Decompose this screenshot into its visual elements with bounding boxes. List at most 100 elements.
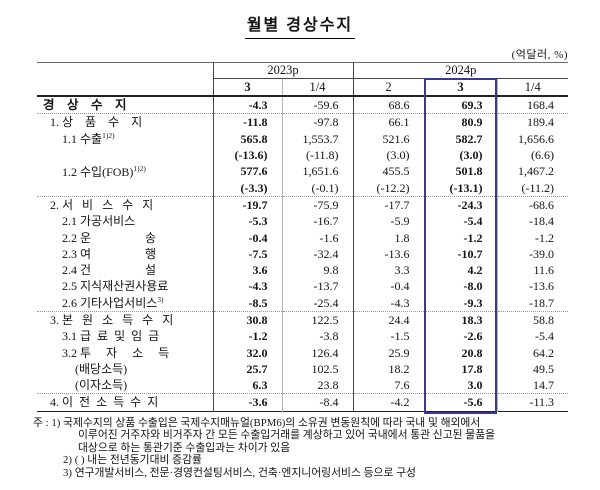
cell-value: 521.6	[352, 130, 424, 147]
footnote-line: 3) 연구개발서비스, 전문·경영컨설팅서비스, 건축·엔지니어링서비스 등으로…	[63, 466, 416, 479]
footnote-marker: 1)2)	[102, 131, 115, 141]
table-row: 1. 상 품 수 지 -11.8 -97.8 66.1 80.9 189.4	[37, 113, 569, 131]
cell-value: 23.8	[281, 377, 353, 394]
cell-value: -5.4	[423, 213, 497, 230]
table-row: 경 상 수 지 -4.3 -59.6 68.6 69.3 168.4	[37, 96, 569, 114]
cell-value: -11.3	[496, 393, 569, 412]
col-header-2024-q: 1/4	[496, 78, 569, 97]
cell-value: 18.2	[352, 360, 424, 378]
cell-value: 565.8	[212, 130, 282, 147]
page-title-wrap: 월별 경상수지	[0, 11, 600, 39]
footnote-line: 주 : 1) 국제수지의 상품 수출입은 국제수지매뉴얼(BPM6)의 소유권 …	[33, 417, 481, 429]
cell-value: 3.6	[212, 261, 282, 279]
cell-value: 1,656.6	[496, 130, 569, 147]
row-label-text: 2. 서 비 스 수 지	[50, 197, 154, 212]
col-header-2023-3: 3	[212, 78, 282, 97]
cell-value: (-0.1)	[281, 179, 353, 197]
cell-value: -5.9	[352, 213, 424, 230]
row-label: 1.2 수입(FOB)1)2)	[37, 163, 213, 179]
cell-value: -4.3	[212, 278, 282, 295]
row-label: 2.1 가공서비스	[37, 213, 213, 229]
cell-value: -9.3	[423, 294, 497, 312]
footnote-line: 대상으로 하는 통관기준 수출입과는 차이가 있음	[78, 441, 291, 454]
cell-value: 168.4	[496, 96, 569, 114]
cell-value: -68.6	[496, 195, 569, 214]
cell-value: 25.7	[212, 360, 282, 378]
cell-value: 1,467.2	[496, 163, 569, 180]
cell-value: 9.8	[281, 261, 353, 279]
cell-value: 6.3	[212, 377, 282, 394]
cell-value: 1.8	[352, 229, 424, 246]
cell-value: -3.6	[212, 393, 282, 412]
row-label-text: 2.5 지식재산권사용료	[62, 279, 169, 294]
table-row: 2.1 가공서비스 -5.3 -16.7 -5.9 -5.4 -18.4	[37, 213, 569, 230]
cell-value: -4.3	[352, 294, 424, 312]
cell-value: -0.4	[352, 278, 424, 295]
cell-value: -97.8	[281, 113, 353, 131]
cell-value: 126.4	[281, 344, 353, 361]
cell-value: -18.4	[496, 213, 569, 230]
cell-value: -1.2	[496, 229, 569, 246]
cell-value: -10.7	[423, 245, 497, 262]
cell-value: -16.7	[281, 213, 353, 230]
row-label-text: 2.1 가공서비스	[62, 214, 136, 229]
row-label: 2.5 지식재산권사용료	[37, 278, 213, 294]
row-label: 2.3 여 행	[37, 246, 213, 262]
label-column-spacer	[37, 78, 213, 97]
cell-value: -8.0	[423, 278, 497, 295]
row-label: 2. 서 비 스 수 지	[37, 195, 213, 214]
cell-value: -18.7	[496, 294, 569, 312]
row-label: 3.2 투 자 소 득	[37, 344, 213, 360]
table-body: 경 상 수 지 -4.3 -59.6 68.6 69.3 168.4 1. 상 품 수 지 -…	[37, 96, 569, 412]
cell-value: 189.4	[496, 113, 569, 131]
row-label	[37, 147, 213, 163]
cell-value: -4.2	[352, 393, 424, 412]
row-label: (이자소득)	[37, 377, 213, 394]
cell-value: -8.5	[212, 294, 282, 312]
cell-value: -75.9	[281, 195, 353, 214]
table-row: 1.1 수출1)2) 565.8 1,553.7 521.6 582.7 1,656.6	[37, 130, 569, 147]
cell-value: 1,553.7	[281, 130, 353, 147]
corner-cell	[37, 63, 213, 79]
table-row: 2.5 지식재산권사용료 -4.3 -13.7 -0.4 -8.0 -13.6	[37, 278, 569, 295]
table-row: 2.4 건 설 3.6 9.8 3.3 4.2 11.6	[37, 261, 569, 279]
row-label-text: 3. 본 원 소 득 수 지	[50, 313, 174, 327]
cell-value: 577.6	[212, 163, 282, 180]
cell-value: -11.8	[212, 113, 282, 131]
cell-value: 17.8	[423, 360, 497, 378]
row-label-text: 3.1 급 료 및 임 금	[62, 329, 160, 344]
year-header-2024p: 2024p	[352, 62, 569, 79]
row-label: 경 상 수 지	[37, 96, 213, 114]
col-header-2024-3: 3	[423, 78, 497, 97]
cell-value: 122.5	[281, 310, 353, 329]
row-label: 2.4 건 설	[37, 262, 213, 278]
cell-value: -13.6	[352, 245, 424, 262]
cell-value: 18.3	[423, 310, 497, 329]
cell-value: -24.3	[423, 195, 497, 214]
cell-value: -1.2	[423, 229, 497, 246]
row-label-text: 경 상 수 지	[43, 97, 127, 112]
cell-value: -19.7	[212, 195, 282, 214]
cell-value: 4.2	[423, 261, 497, 279]
table-row: 2.6 기타사업서비스3) -8.5 -25.4 -4.3 -9.3 -18.7	[37, 294, 569, 312]
cell-value: -7.5	[212, 245, 282, 262]
cell-value: (-11.2)	[496, 179, 569, 197]
row-label-text: 2.4 건 설	[62, 263, 157, 278]
cell-value: -0.4	[212, 229, 282, 246]
cell-value: 582.7	[423, 130, 497, 147]
cell-value: (-3.3)	[212, 179, 282, 197]
cell-value: (-13.1)	[423, 179, 497, 197]
cell-value: (-13.6)	[212, 146, 282, 164]
row-label: 4. 이 전 소 득 수 지	[37, 393, 213, 412]
table-row: 1.2 수입(FOB)1)2) 577.6 1,651.6 455.5 501.8 1,4…	[37, 163, 569, 180]
cell-value: 20.8	[423, 344, 497, 361]
col-header-2024-2: 2	[352, 78, 424, 97]
cell-value: 3.0	[423, 377, 497, 394]
table-row: 2.2 운 송 -0.4 -1.6 1.8 -1.2 -1.2	[37, 229, 569, 246]
cell-value: (-11.8)	[281, 146, 353, 164]
row-label-text: 1. 상 품 수 지	[50, 115, 143, 130]
cell-value: 80.9	[423, 113, 497, 131]
col-header-2023-q: 1/4	[281, 78, 353, 97]
cell-value: 25.9	[352, 344, 424, 361]
cell-value: 68.6	[352, 96, 424, 114]
